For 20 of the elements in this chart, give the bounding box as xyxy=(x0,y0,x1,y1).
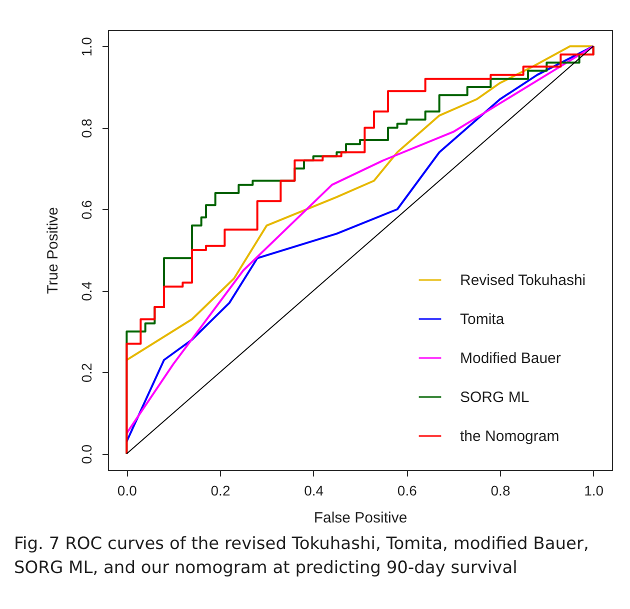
y-tick-label: 0.4 xyxy=(78,281,94,301)
y-axis-title: True Positive xyxy=(44,207,62,294)
caption: Fig. 7 ROC curves of the revised Tokuhashi, Tomita, modified Bauer, SORG ML, and our nomogram at predicting 90-day survival xyxy=(14,533,590,580)
legend-label: Tomita xyxy=(460,311,505,328)
y-tick-label: 0.0 xyxy=(78,444,94,464)
x-tick-label: 0.4 xyxy=(304,482,324,498)
y-tick-label: 1.0 xyxy=(78,36,94,57)
x-tick-label: 0.2 xyxy=(210,482,230,498)
y-tick-label: 0.6 xyxy=(78,200,94,220)
x-tick-label: 0.0 xyxy=(117,482,138,498)
x-tick-label: 1.0 xyxy=(584,482,604,498)
legend-label: Modified Bauer xyxy=(460,350,561,367)
legend-label: Revised Tokuhashi xyxy=(460,272,586,289)
y-tick-label: 0.8 xyxy=(78,118,94,138)
y-tick-label: 0.2 xyxy=(78,362,94,382)
x-tick-label: 0.8 xyxy=(490,482,510,498)
legend-label: the Nomogram xyxy=(460,428,560,445)
legend-label: SORG ML xyxy=(460,389,530,406)
x-tick-label: 0.6 xyxy=(397,482,418,498)
x-axis-title: False Positive xyxy=(314,510,408,526)
